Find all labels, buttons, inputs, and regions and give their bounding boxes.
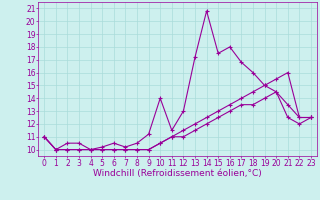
X-axis label: Windchill (Refroidissement éolien,°C): Windchill (Refroidissement éolien,°C): [93, 169, 262, 178]
